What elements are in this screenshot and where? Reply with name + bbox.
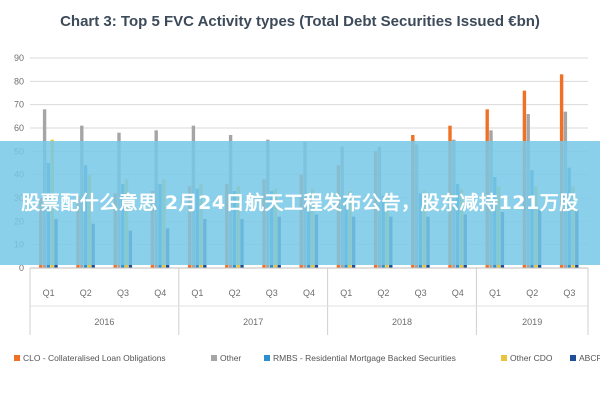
x-axis: Q1 Q2 Q3 Q4 Q1 Q2 Q3 Q4 Q1 Q2 Q3 Q4 Q1 Q2 Q3 2016 2017 20… <box>29 267 589 335</box>
x-tick-label: Q2 <box>377 288 389 298</box>
legend-swatch <box>501 355 507 361</box>
x-tick-label: Q2 <box>80 288 92 298</box>
legend-swatch <box>570 355 576 361</box>
legend-swatch <box>14 355 20 361</box>
x-tick-label: Q4 <box>303 288 315 298</box>
banner-headline: 股票配什么意思 2月24日航天工程发布公告，股东减持121万股 <box>21 192 579 214</box>
legend-label: Other CDO <box>510 353 553 363</box>
chart-title: Chart 3: Top 5 FVC Activity types (Total… <box>60 13 540 30</box>
legend-label: Other <box>220 353 241 363</box>
legend-swatch <box>211 355 217 361</box>
x-tick-label: Q2 <box>229 288 241 298</box>
x-group-label: 2017 <box>243 317 263 327</box>
x-tick-label: Q1 <box>43 288 55 298</box>
y-tick-label: 0 <box>19 263 24 273</box>
x-tick-label: Q1 <box>191 288 203 298</box>
x-tick-label: Q3 <box>266 288 278 298</box>
y-tick-label: 90 <box>14 53 24 63</box>
legend-label: ABCP <box>579 353 600 363</box>
x-tick-label: Q3 <box>117 288 129 298</box>
y-tick-label: 70 <box>14 100 24 110</box>
x-tick-label: Q4 <box>154 288 166 298</box>
x-tick-label: Q1 <box>340 288 352 298</box>
x-group-label: 2019 <box>522 317 542 327</box>
x-group-label: 2016 <box>94 317 114 327</box>
y-tick-label: 80 <box>14 76 24 86</box>
x-tick-label: Q3 <box>563 288 575 298</box>
legend-label: RMBS - Residential Mortgage Backed Secur… <box>273 353 456 363</box>
y-tick-label: 60 <box>14 123 24 133</box>
legend-label: CLO - Collateralised Loan Obligations <box>23 353 166 363</box>
x-tick-label: Q4 <box>452 288 464 298</box>
x-tick-label: Q1 <box>489 288 501 298</box>
legend: CLO - Collateralised Loan Obligations Oth… <box>14 353 600 363</box>
x-tick-label: Q3 <box>415 288 427 298</box>
legend-swatch <box>264 355 270 361</box>
overlay-banner[interactable]: 股票配什么意思 2月24日航天工程发布公告，股东减持121万股 <box>0 141 600 265</box>
x-tick-label: Q2 <box>526 288 538 298</box>
x-group-label: 2018 <box>392 317 412 327</box>
